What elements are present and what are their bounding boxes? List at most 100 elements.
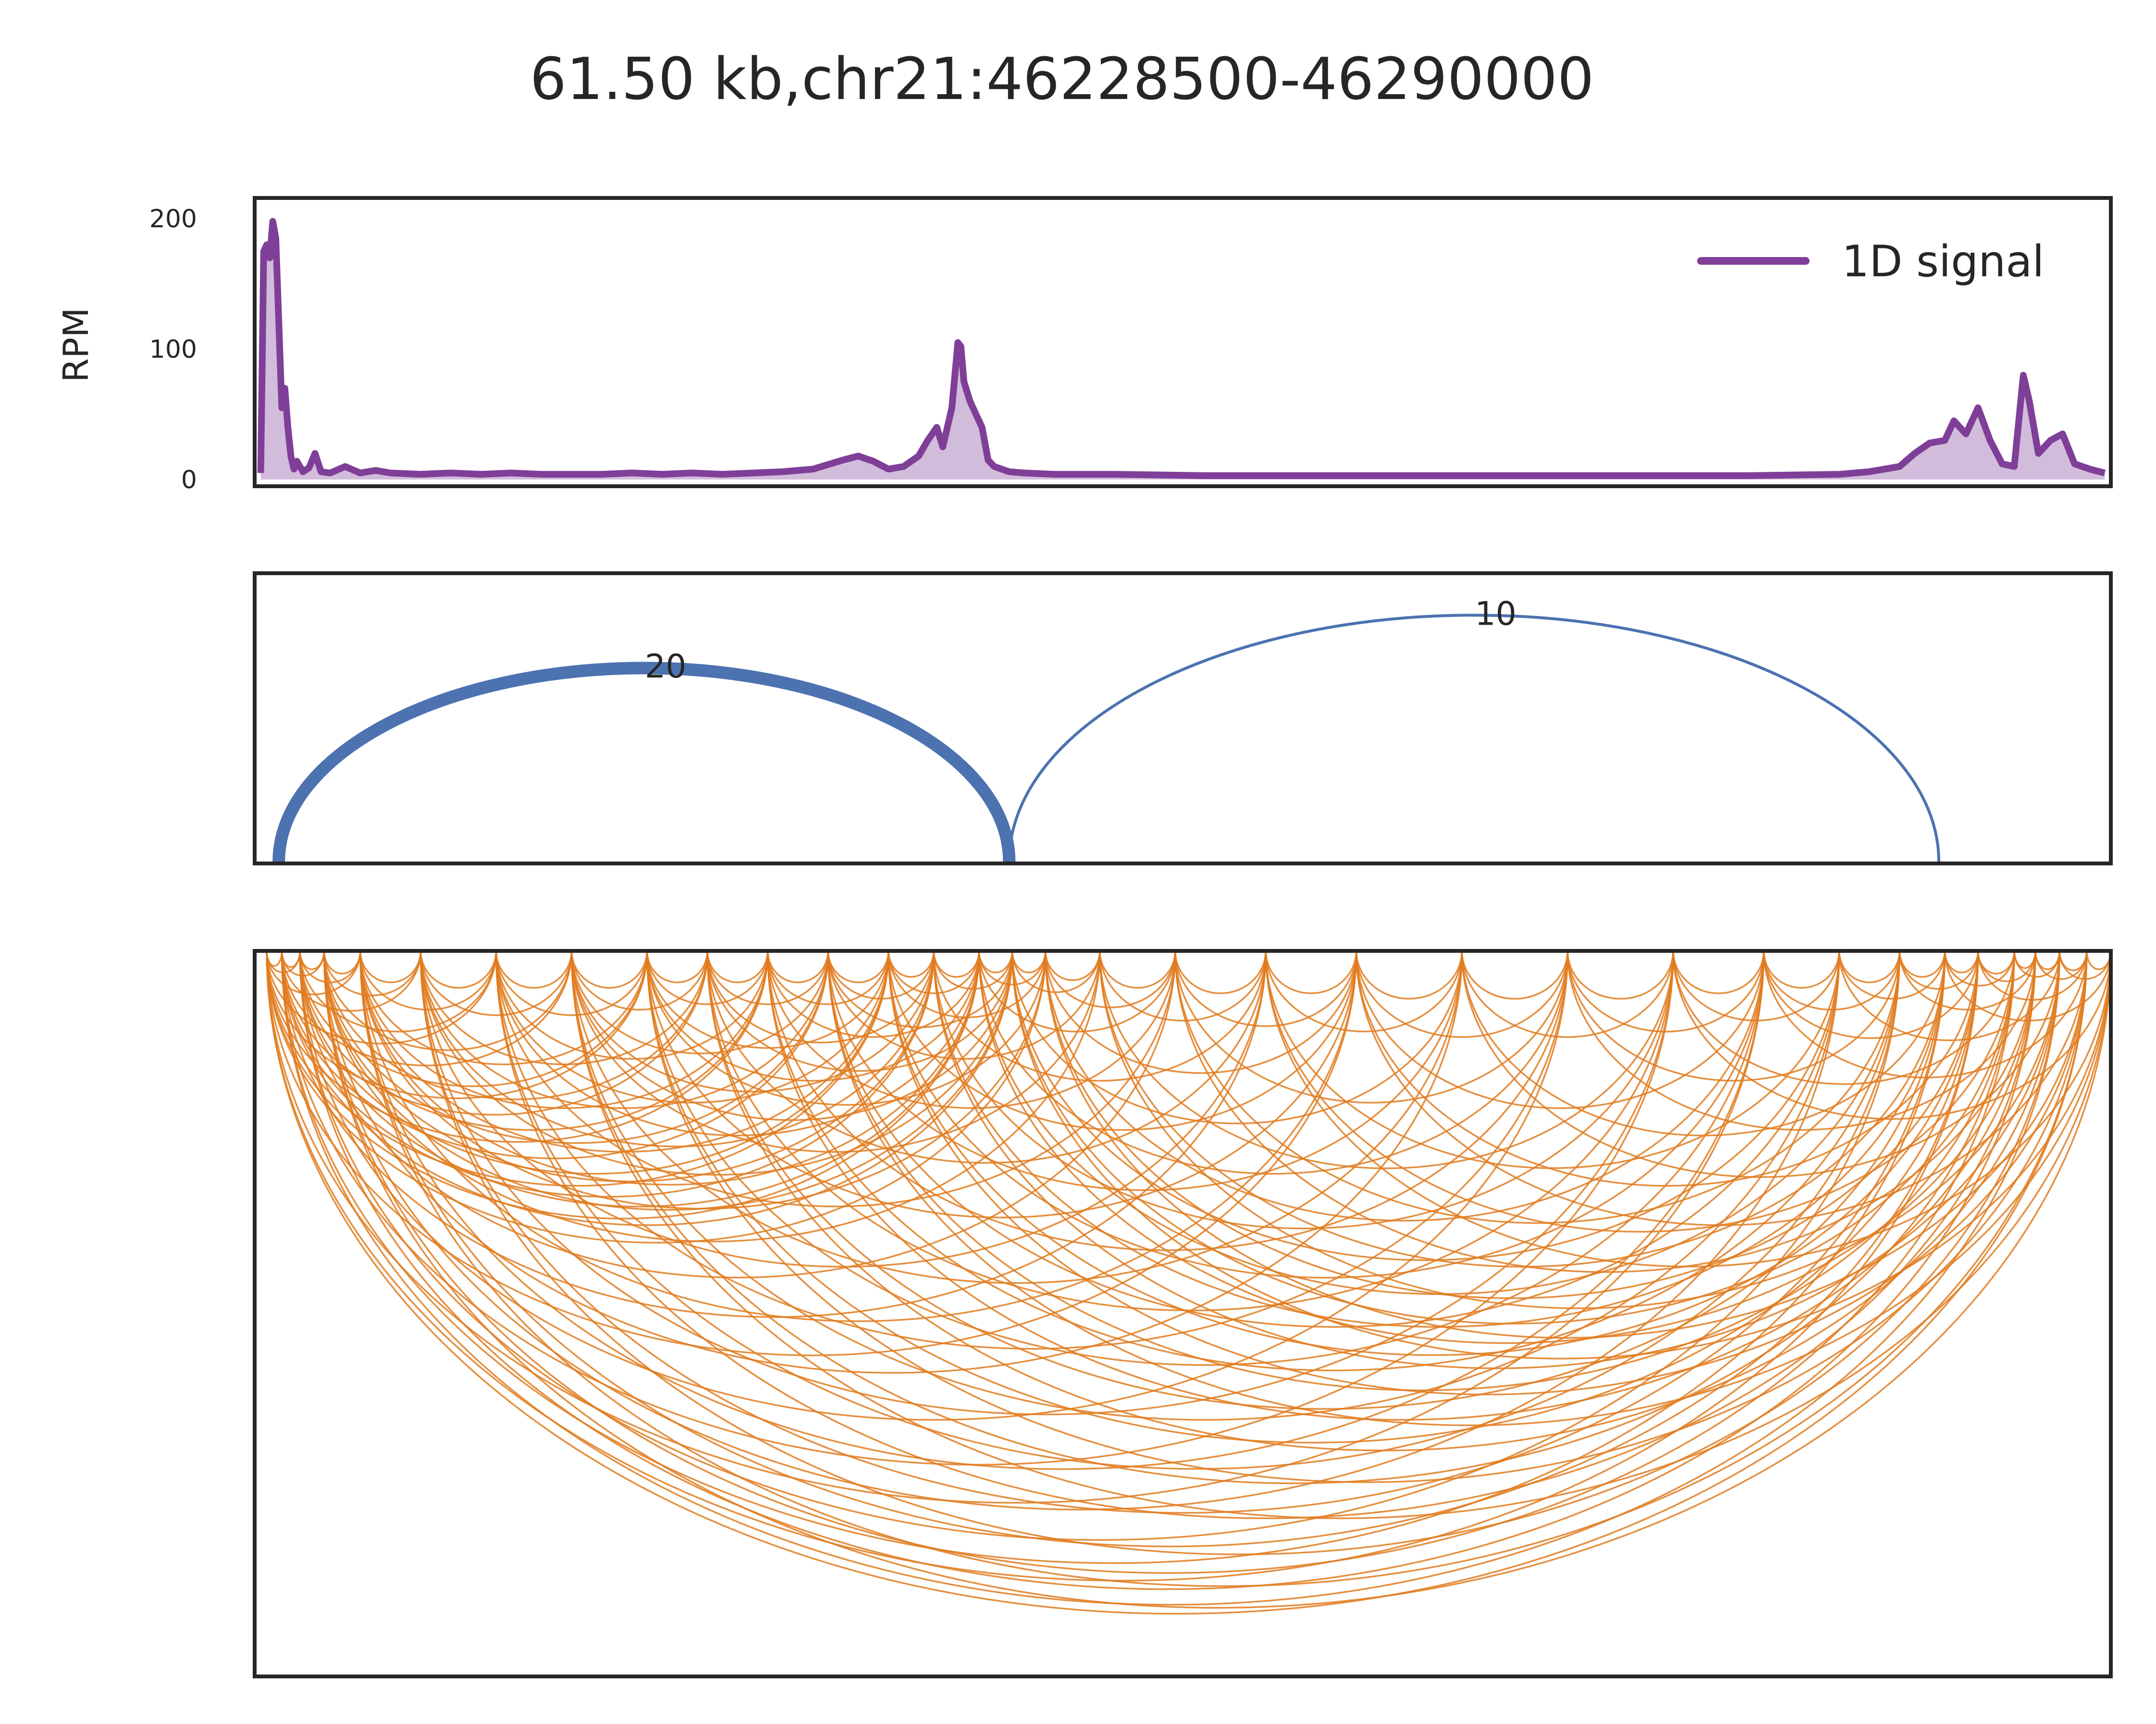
chart-title: 61.50 kb,chr21:46228500-46290000: [530, 46, 1594, 113]
contact-arc: [323, 953, 1013, 1211]
contact-arc: [266, 953, 2088, 1615]
contact-arc: [1265, 953, 2015, 1232]
contact-arc: [323, 953, 573, 1051]
contact-arc: [419, 953, 829, 1109]
contact-arc: [1045, 953, 1357, 1074]
contact-arc: [887, 953, 1357, 1131]
contact-arc: [419, 953, 1013, 1176]
contact-arc: [933, 953, 1013, 990]
contact-arc: [495, 953, 648, 1016]
contact-arc: [767, 953, 1176, 1109]
contact-arc: [419, 953, 708, 1066]
contact-arc: [1898, 953, 2036, 1011]
contact-arc: [1762, 953, 2088, 1079]
contact-arc: [1898, 953, 1979, 990]
signal-line: [257, 218, 2106, 479]
contact-arc: [1461, 953, 1568, 1000]
contact-arc: [1011, 953, 1101, 993]
contact-arc: [1265, 953, 1357, 994]
contact-arc: [570, 953, 708, 1011]
contact-arc: [1355, 953, 1765, 1109]
contact-arc: [359, 953, 422, 984]
contact-arc: [419, 953, 573, 1016]
contact-arc: [495, 953, 980, 1136]
legend-label: 1D signal: [1842, 236, 2044, 287]
contact-arc: [827, 953, 935, 999]
contact-arc: [570, 953, 648, 989]
y-tick-label: 0: [181, 466, 197, 494]
contact-arc: [978, 953, 1569, 1175]
contact-arc: [495, 953, 1569, 1350]
contact-arc: [1944, 953, 2109, 1022]
signal-frame: [253, 196, 2113, 488]
contact-arc: [1461, 953, 1674, 1038]
contact-arc: [1265, 953, 1463, 1032]
contact-arc: [1838, 953, 2060, 1041]
contact-arcs: [266, 953, 2109, 1615]
contact-arc: [1174, 953, 2036, 1273]
contact-arc: [1045, 953, 1101, 981]
contact-arc: [495, 953, 2036, 1519]
contact-arc: [323, 953, 829, 1144]
loop-arc-label: 10: [1475, 595, 1516, 633]
contact-arc: [887, 953, 1047, 1019]
signal-panel: RPM 0 100 200 1D signal: [56, 196, 2113, 494]
contact-arc: [1672, 953, 1765, 994]
contact-arc: [299, 953, 2036, 1590]
contact-arc: [706, 953, 2060, 1452]
contact-arc: [646, 953, 708, 984]
contact-arc: [299, 953, 497, 1033]
contact-arc: [570, 953, 1013, 1121]
contact-arc: [1566, 953, 2036, 1131]
contact-arc: [1174, 953, 1267, 994]
contact-arc: [266, 953, 361, 996]
contact-arc: [359, 953, 2088, 1587]
contact-arc: [299, 953, 980, 1207]
signal-area: [260, 221, 2105, 480]
contact-arc: [1174, 953, 1900, 1224]
contact-arc: [1461, 953, 2060, 1178]
loop-arc-label: 20: [645, 648, 687, 686]
contact-arc: [1461, 953, 1946, 1136]
contact-arc: [281, 953, 1267, 1318]
legend: 1D signal: [1697, 236, 2044, 287]
contact-arc: [495, 953, 1901, 1470]
contact-arc: [1355, 953, 2088, 1226]
contact-arc: [978, 953, 1047, 985]
contact-arc: [1566, 953, 1900, 1082]
contact-arc: [1672, 953, 1840, 1022]
contact-arc: [1099, 953, 2060, 1309]
contact-arc: [767, 953, 829, 984]
contact-arc: [933, 953, 1267, 1082]
contact-arc: [299, 953, 1176, 1279]
contact-arc: [933, 953, 1674, 1230]
contact-arc: [1838, 953, 1946, 1000]
contact-arc: [570, 953, 829, 1055]
contact-arc: [1763, 953, 1840, 989]
contact-arc: [706, 953, 769, 983]
contact-arc: [359, 953, 1047, 1209]
contact-arc: [887, 953, 1765, 1279]
contact-arc: [827, 953, 889, 983]
y-axis-label: RPM: [56, 308, 96, 382]
contact-arc: [1045, 953, 1765, 1222]
contact-arc: [1099, 953, 1267, 1022]
contact-arc: [419, 953, 497, 989]
contact-arc: [1672, 953, 2109, 1120]
contact-arc: [1566, 953, 1765, 1032]
contact-arc: [767, 953, 1901, 1372]
contact-arc: [1099, 953, 1674, 1170]
contact-arc: [706, 953, 1267, 1164]
contact-arc: [281, 953, 573, 1067]
contact-arc: [1044, 953, 2088, 1339]
y-tick-label: 100: [149, 335, 197, 364]
contact-arc: [266, 953, 1765, 1504]
contact-arc: [266, 953, 1047, 1244]
contact-arc: [1355, 953, 1979, 1187]
y-tick-labels: 0 100 200: [149, 205, 197, 494]
contact-arc: [646, 953, 889, 1049]
contact-arc: [299, 953, 648, 1087]
